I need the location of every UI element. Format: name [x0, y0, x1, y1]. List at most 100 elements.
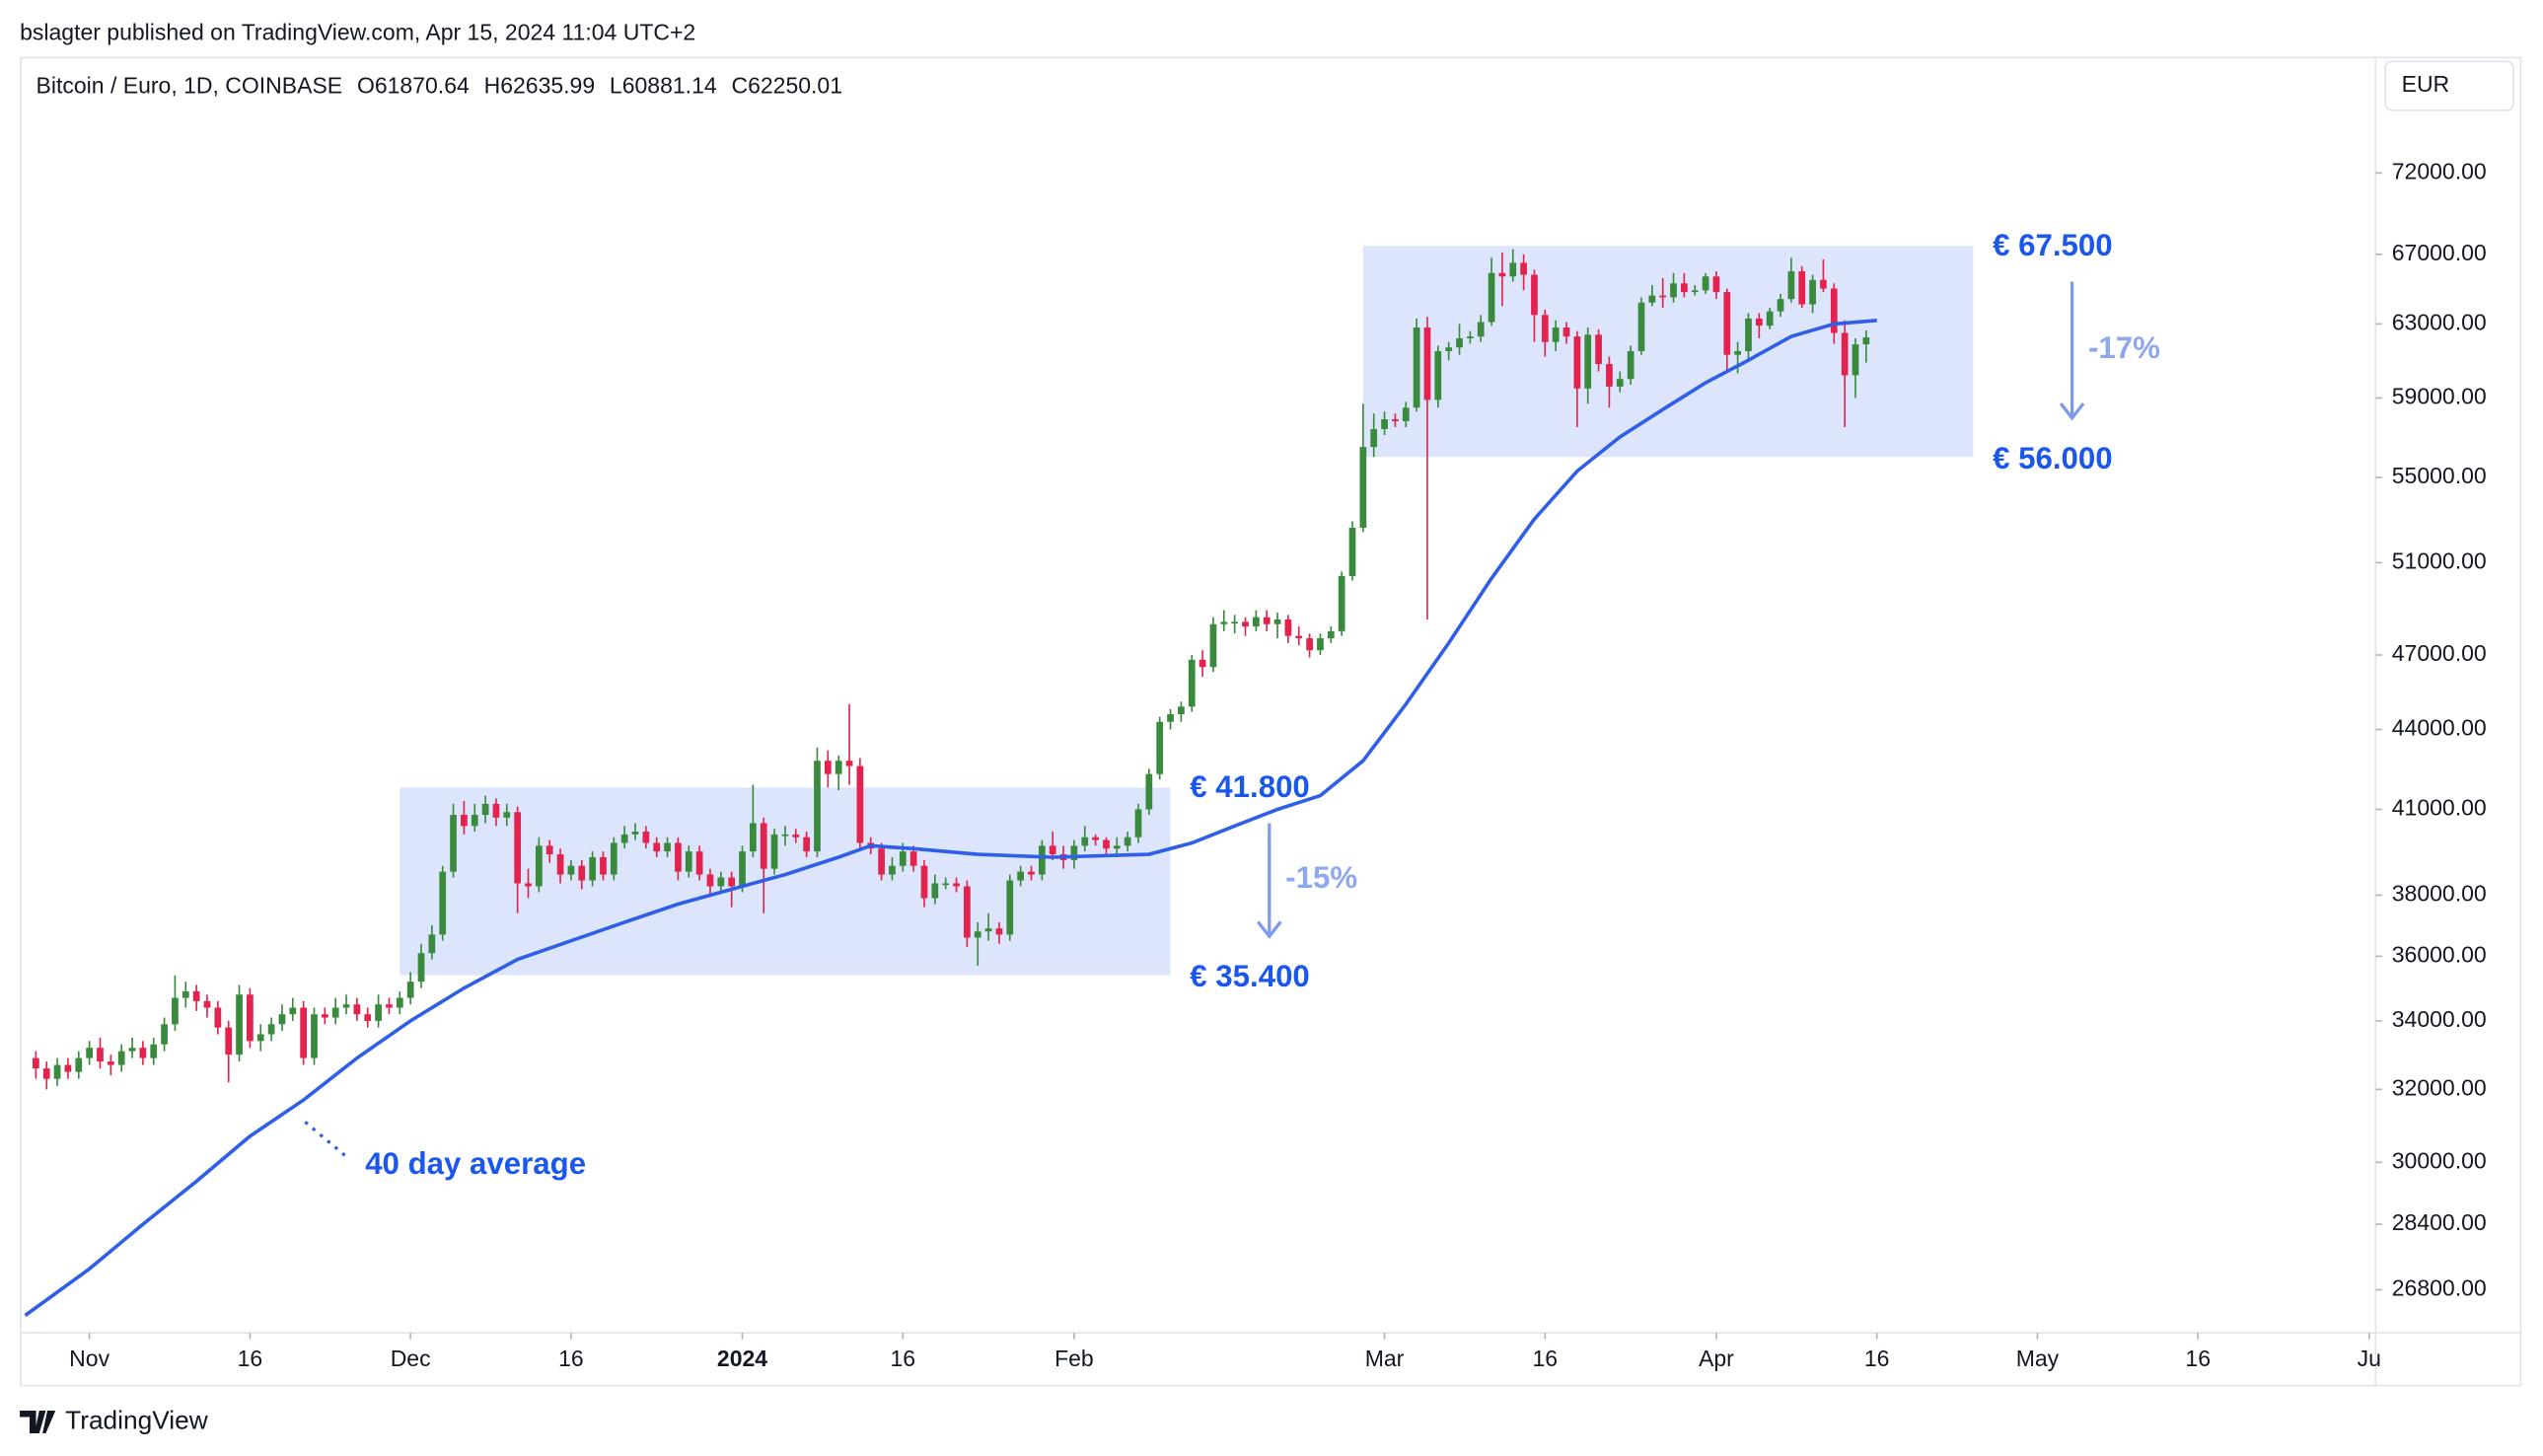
x-tick-label: Ju [2358, 1346, 2381, 1371]
candle-body [1659, 295, 1667, 298]
candle-body [1284, 619, 1292, 636]
candle-body [1745, 318, 1752, 351]
candle-body [300, 1007, 308, 1058]
candle-body [353, 1004, 361, 1015]
candle-body [225, 1027, 233, 1056]
candle-body [1113, 845, 1121, 849]
candle-body [1295, 635, 1303, 639]
ohlc-prefix: C [731, 73, 748, 99]
candle-body [139, 1048, 147, 1058]
candle-body [1434, 350, 1442, 400]
candle-body [1777, 299, 1784, 312]
candle-body [42, 1068, 50, 1079]
candle-body [1124, 837, 1131, 846]
candle-body [750, 823, 757, 852]
candle-body [770, 834, 778, 869]
candle-body [1134, 809, 1142, 837]
candle-body [1370, 428, 1378, 448]
candle-body [620, 834, 628, 843]
candle-body [1734, 350, 1741, 355]
y-tick-label: 67000.00 [2392, 240, 2487, 265]
candle-body [1145, 773, 1153, 810]
candle-body [1466, 336, 1474, 338]
y-tick-label: 72000.00 [2392, 158, 2487, 183]
brand: TradingView [65, 1405, 209, 1434]
range-box [1362, 246, 1974, 458]
candle-body [931, 883, 939, 899]
symbol-title: Bitcoin / Euro, 1D, COINBASE [36, 73, 343, 99]
candle-body [578, 865, 586, 881]
candle-body [995, 928, 1003, 935]
drop-arrow [1257, 823, 1282, 939]
candle-body [1392, 419, 1399, 422]
candle-body [1787, 271, 1795, 300]
candle-body [161, 1024, 168, 1045]
candle-body [1627, 350, 1635, 380]
candle-body [247, 994, 254, 1042]
candle-body [203, 1000, 211, 1008]
candle-body [514, 812, 522, 884]
moving-average [24, 318, 1877, 1317]
candle-body [739, 851, 746, 887]
candle-body [792, 834, 800, 837]
candle-body [889, 865, 896, 875]
candle-body [642, 832, 650, 843]
currency[interactable]: EUR [2402, 71, 2450, 97]
y-tick-label: 38000.00 [2392, 881, 2487, 907]
frame [20, 56, 2522, 1387]
drop-percent: -17% [2088, 330, 2160, 365]
y-tick-label: 47000.00 [2392, 640, 2487, 666]
x-tick-label: 16 [238, 1346, 263, 1371]
candle-body [1798, 271, 1806, 305]
ohlc-value: 62635.99 [500, 73, 595, 99]
candle-body [1820, 279, 1827, 289]
candle-body [953, 883, 960, 887]
candle-body [1606, 364, 1613, 387]
candle-body [182, 990, 189, 998]
candle-body [984, 928, 992, 932]
candle-body [33, 1057, 39, 1069]
candle-body [1220, 621, 1228, 624]
candle-body [1723, 292, 1731, 355]
candle-body [1263, 617, 1271, 624]
candle-body [1070, 845, 1078, 860]
publisher: bslagter published on TradingView.com, A… [20, 20, 695, 45]
range-label: € 35.400 [1190, 959, 1310, 993]
y-tick-label: 30000.00 [2392, 1147, 2487, 1173]
candle-body [856, 765, 864, 843]
candle-body [964, 886, 971, 938]
ma-label: 40 day average [365, 1146, 586, 1181]
y-tick-label: 41000.00 [2392, 795, 2487, 821]
ohlc-prefix: H [484, 73, 501, 99]
candle-body [461, 815, 468, 827]
candle-body [899, 851, 907, 866]
candle-body [1231, 621, 1239, 623]
candle-body [909, 851, 917, 866]
candle-body [1413, 327, 1420, 408]
candle-body [267, 1024, 275, 1035]
x-tick-label: 16 [2185, 1346, 2211, 1371]
candle-body [406, 982, 414, 998]
candle-body [1199, 659, 1206, 668]
candle-body [192, 990, 200, 1001]
candle-body [1670, 283, 1677, 298]
candle-body [781, 834, 789, 837]
currency-button[interactable] [2384, 60, 2514, 111]
candle-body [535, 845, 543, 887]
drop-percent: -15% [1285, 860, 1357, 895]
y-tick-label: 34000.00 [2392, 1006, 2487, 1032]
candle-body [1188, 659, 1196, 707]
candle-body [1006, 880, 1014, 935]
y-tick-label: 28400.00 [2392, 1209, 2487, 1235]
candle-body [256, 1034, 264, 1042]
candle-body [1809, 279, 1816, 305]
ohlc-prefix: L [610, 73, 622, 99]
candle-body [717, 877, 725, 887]
x-tick-label: 16 [1533, 1346, 1559, 1371]
x-tick-label: 2024 [717, 1346, 767, 1371]
y-tick-label: 59000.00 [2392, 384, 2487, 409]
candle-body [386, 1004, 393, 1008]
plot-area [24, 246, 1974, 1317]
candle-body [64, 1064, 72, 1072]
